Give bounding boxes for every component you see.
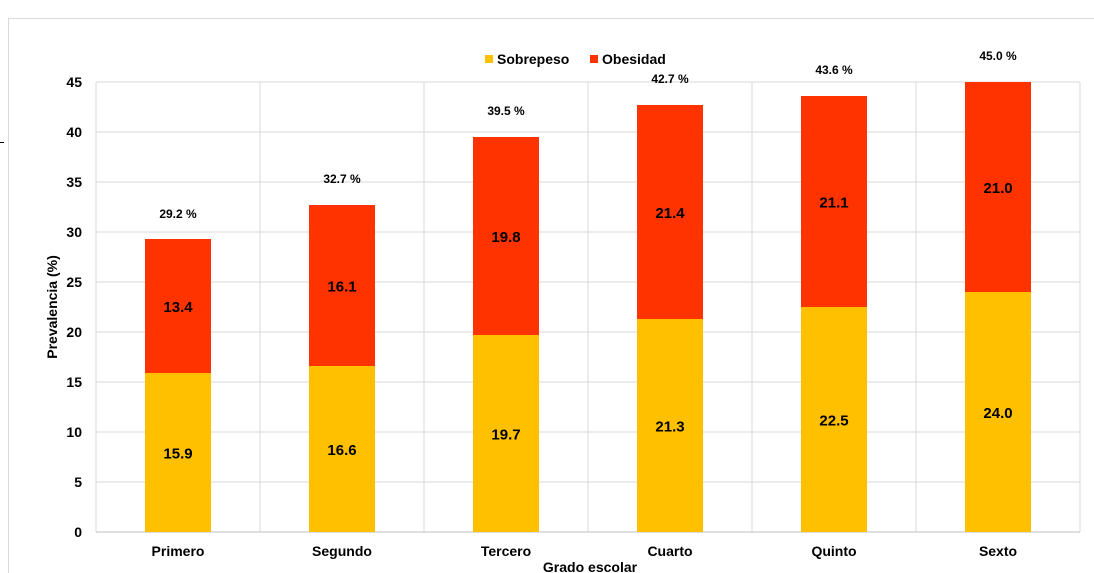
bar-obesidad — [965, 82, 1031, 292]
bar-sobrepeso — [145, 373, 211, 532]
data-label: 21.0 — [983, 180, 1012, 197]
x-tick-label: Quinto — [811, 543, 856, 559]
x-axis-title: Grado escolar — [543, 559, 638, 573]
data-label: 21.3 — [655, 419, 684, 436]
bar-sobrepeso — [473, 335, 539, 532]
total-label: 43.6 % — [815, 63, 853, 77]
y-tick-label: 40 — [66, 124, 82, 140]
bar-obesidad — [801, 96, 867, 307]
data-label: 16.6 — [327, 442, 356, 459]
y-tick-label: 35 — [66, 174, 82, 190]
bar-sobrepeso — [637, 319, 703, 532]
bars — [145, 82, 1031, 532]
total-label: 42.7 % — [651, 72, 689, 86]
legend: Sobrepeso Obesidad — [485, 51, 666, 67]
y-axis-ticks: 0 5 10 15 20 25 30 35 40 45 — [66, 74, 82, 540]
y-tick-label: 30 — [66, 224, 82, 240]
data-label: 22.5 — [819, 413, 848, 430]
bar-sobrepeso — [965, 292, 1031, 532]
total-label: 39.5 % — [487, 104, 525, 118]
x-tick-label: Tercero — [481, 543, 531, 559]
edge-mark — [0, 142, 4, 143]
y-tick-label: 15 — [66, 374, 82, 390]
y-tick-label: 0 — [74, 524, 82, 540]
legend-swatch-sobrepeso — [485, 55, 493, 63]
total-label: 29.2 % — [159, 207, 197, 221]
bar-obesidad — [145, 239, 211, 373]
bar-sobrepeso — [309, 366, 375, 532]
legend-swatch-obesidad — [590, 55, 598, 63]
x-tick-label: Sexto — [979, 543, 1017, 559]
y-tick-label: 45 — [66, 74, 82, 90]
data-label: 19.7 — [491, 427, 520, 444]
data-label: 21.4 — [655, 205, 685, 222]
gridlines — [95, 81, 1081, 533]
x-tick-label: Segundo — [312, 543, 372, 559]
total-label: 32.7 % — [323, 172, 361, 186]
data-label: 13.4 — [163, 299, 193, 316]
x-tick-label: Cuarto — [647, 543, 692, 559]
y-axis-title: Prevalencia (%) — [44, 255, 60, 359]
total-label: 45.0 % — [979, 49, 1017, 63]
legend-label-obesidad: Obesidad — [602, 51, 666, 67]
y-tick-label: 5 — [74, 474, 82, 490]
chart-frame — [8, 18, 1094, 573]
data-label: 19.8 — [491, 229, 520, 246]
data-label: 16.1 — [327, 279, 356, 296]
legend-label-sobrepeso: Sobrepeso — [497, 51, 569, 67]
data-label: 21.1 — [819, 195, 848, 212]
data-labels: 15.9 13.4 29.2 % 16.6 16.1 32.7 % 19.7 19.8 39.5… — [159, 49, 1017, 463]
bar-obesidad — [309, 205, 375, 366]
y-tick-label: 25 — [66, 274, 82, 290]
y-tick-label: 10 — [66, 424, 82, 440]
data-label: 24.0 — [983, 405, 1012, 422]
x-tick-label: Primero — [152, 543, 205, 559]
x-axis-ticks: Primero Segundo Tercero Cuarto Quinto Sexto — [152, 543, 1018, 559]
bar-obesidad — [473, 137, 539, 335]
data-label: 15.9 — [163, 446, 192, 463]
bar-sobrepeso — [801, 307, 867, 532]
bar-obesidad — [637, 105, 703, 319]
y-tick-label: 20 — [66, 324, 82, 340]
